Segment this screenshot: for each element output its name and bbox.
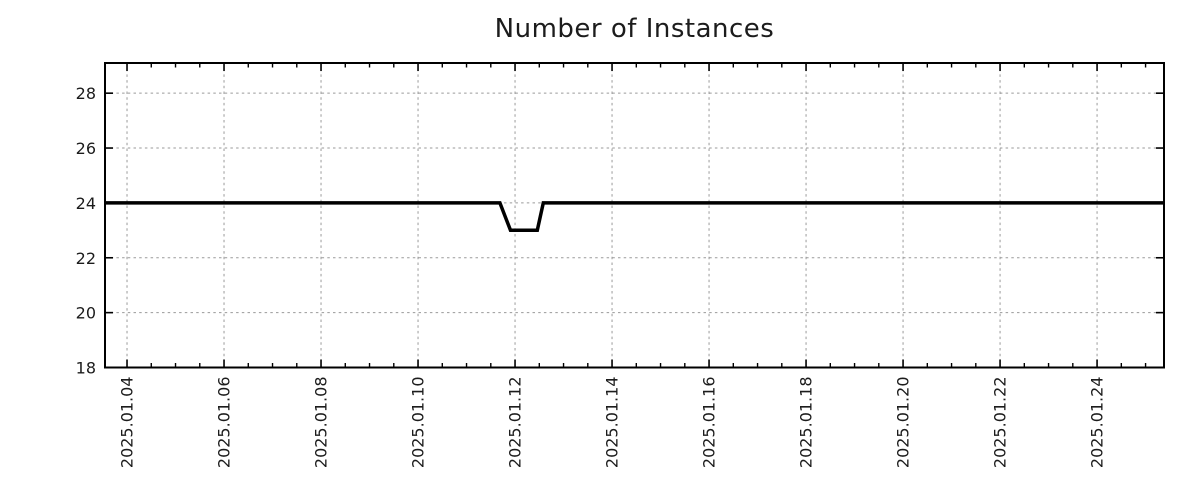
- tick-layer: [105, 63, 1164, 369]
- y-tick-label: 22: [76, 249, 96, 268]
- x-tick-label: 2025.01.22: [991, 377, 1010, 469]
- series-layer: [105, 201, 1164, 233]
- y-tick-label: 18: [76, 359, 96, 378]
- x-tick-label: 2025.01.16: [700, 377, 719, 469]
- y-tick-label: 20: [76, 304, 96, 323]
- x-tick-label: 2025.01.08: [312, 377, 331, 469]
- x-tick-label: 2025.01.14: [603, 377, 622, 469]
- label-layer: 18 20 22 24 26 28 2025.01.04 2025.01.06 2025.01.…: [76, 84, 1107, 468]
- x-tick-label: 2025.01.12: [506, 377, 525, 469]
- chart-title: Number of Instances: [494, 14, 775, 44]
- x-tick-label: 2025.01.06: [215, 377, 234, 469]
- y-tick-label: 24: [76, 194, 96, 213]
- grid-layer: [105, 63, 1164, 368]
- plot-border: [104, 62, 1165, 369]
- y-tick-label: 26: [76, 139, 96, 158]
- y-tick-label: 28: [76, 84, 96, 103]
- x-tick-label: 2025.01.04: [118, 377, 137, 469]
- plot-border-rect: [104, 62, 1165, 369]
- series-line-instances: [105, 201, 1164, 233]
- x-tick-label: 2025.01.20: [894, 377, 913, 469]
- x-tick-label: 2025.01.24: [1088, 377, 1107, 469]
- x-tick-label: 2025.01.18: [797, 377, 816, 469]
- x-tick-label: 2025.01.10: [409, 377, 428, 469]
